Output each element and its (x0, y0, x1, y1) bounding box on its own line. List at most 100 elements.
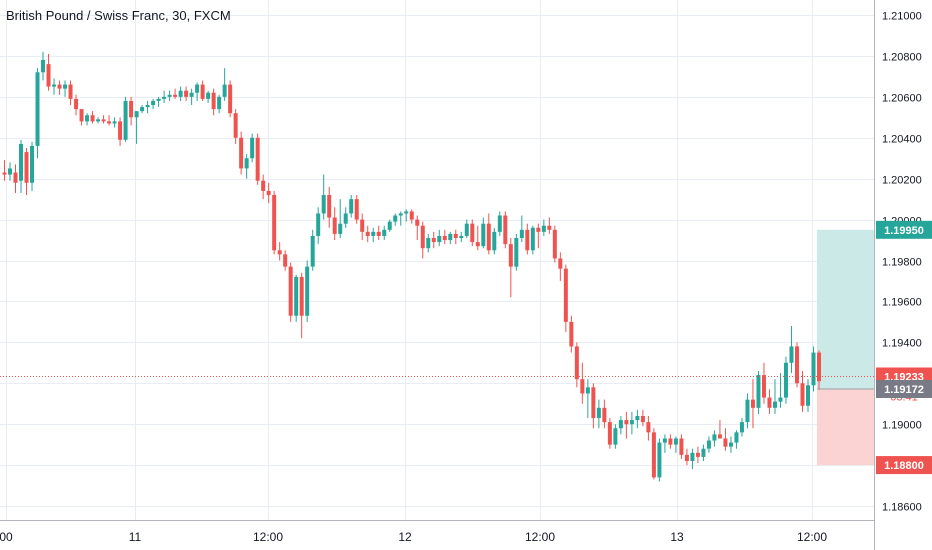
candle-body (767, 397, 772, 408)
y-tick-label: 1.20600 (882, 93, 922, 105)
candle-body (123, 100, 128, 140)
candle-body (464, 223, 469, 236)
candle-body (431, 237, 436, 243)
candle-body (739, 422, 744, 433)
candle-body (101, 119, 106, 122)
candle-body (745, 399, 750, 423)
position-zones (817, 229, 874, 466)
x-tick-label: 12:00 (253, 530, 283, 544)
time-axis[interactable]: 00 11 12:00 12 12:00 13 12:00 (0, 520, 874, 545)
candle-body (673, 438, 678, 445)
candle-body (376, 231, 381, 236)
candle-body (173, 94, 178, 97)
candle-body (239, 137, 244, 169)
candle-body (712, 434, 717, 441)
candle-body (569, 321, 574, 347)
candle-body (690, 452, 695, 461)
candle-body (607, 422, 612, 445)
x-tick-label: 12:00 (525, 530, 555, 544)
candle-body (349, 199, 354, 214)
candle-body (2, 172, 7, 175)
target-price-tag: 1.19950 (884, 225, 924, 237)
candle-body (811, 352, 816, 386)
candle-body (448, 233, 453, 241)
candle-body (13, 172, 18, 183)
candle-body (778, 397, 783, 402)
candle-body (426, 237, 431, 249)
candle-body (321, 195, 326, 214)
candle-body (96, 119, 101, 122)
candle-body (387, 221, 392, 230)
x-tick-label: 11 (129, 530, 142, 544)
candle-body (618, 420, 623, 429)
candle-body (299, 276, 304, 316)
candle-body (211, 92, 216, 110)
candle-body (651, 432, 656, 478)
y-tick-label: 1.19600 (882, 297, 922, 309)
candle-body (145, 105, 150, 108)
candle-body (217, 96, 222, 110)
candle-body (536, 227, 541, 232)
candle-body (283, 254, 288, 267)
candle-body (585, 387, 590, 394)
target-price-tag-bg (876, 220, 932, 239)
x-tick-label: 00 (0, 530, 13, 544)
candle-body (492, 231, 497, 251)
candle-body (668, 438, 673, 445)
candle-body (30, 145, 35, 183)
candle-body (728, 442, 733, 447)
candle-body (552, 229, 557, 259)
candle-body (156, 98, 161, 101)
candle-body (679, 438, 684, 455)
candle-body (558, 258, 563, 269)
candle-body (288, 266, 293, 316)
candle-body (437, 235, 442, 243)
candle-body (475, 242, 480, 247)
y-tick-label: 1.19400 (882, 338, 922, 350)
candle-body (574, 346, 579, 380)
candle-body (580, 379, 585, 394)
candle-body (129, 100, 134, 118)
x-tick-label: 13 (670, 530, 684, 544)
candle-body (184, 90, 189, 97)
candle-body (723, 438, 728, 447)
candle-body (817, 352, 821, 382)
candle-body (233, 113, 238, 138)
entry-price-tag: 1.19172 (884, 384, 924, 396)
candle-body (195, 84, 200, 93)
candle-body (360, 219, 365, 232)
candle-body (481, 223, 486, 247)
candle-body (525, 229, 530, 251)
candle-body (85, 115, 90, 122)
candle-body (338, 223, 343, 234)
candle-body (640, 415, 645, 423)
candle-body (409, 211, 414, 220)
candle-body (178, 90, 183, 97)
candle-body (255, 137, 260, 181)
candle-body (365, 231, 370, 236)
candle-body (261, 180, 266, 191)
candle-body (222, 84, 227, 97)
candle-body (134, 111, 139, 118)
candle-body (541, 225, 546, 232)
candle-body (530, 227, 535, 251)
candle-body (591, 387, 596, 419)
y-tick-label: 1.20800 (882, 52, 922, 64)
candle-body (140, 107, 145, 112)
candle-body (112, 121, 117, 124)
candle-body (547, 225, 552, 230)
candle-body (343, 213, 348, 224)
candle-body (68, 84, 73, 99)
candle-body (52, 84, 57, 87)
candle-body (800, 383, 805, 406)
candles (2, 51, 821, 482)
candle-body (734, 432, 739, 443)
candle-body (294, 276, 299, 316)
candle-body (19, 143, 24, 181)
candle-body (118, 121, 123, 140)
candle-body (206, 92, 211, 99)
candle-body (327, 195, 332, 218)
candle-body (442, 235, 447, 241)
